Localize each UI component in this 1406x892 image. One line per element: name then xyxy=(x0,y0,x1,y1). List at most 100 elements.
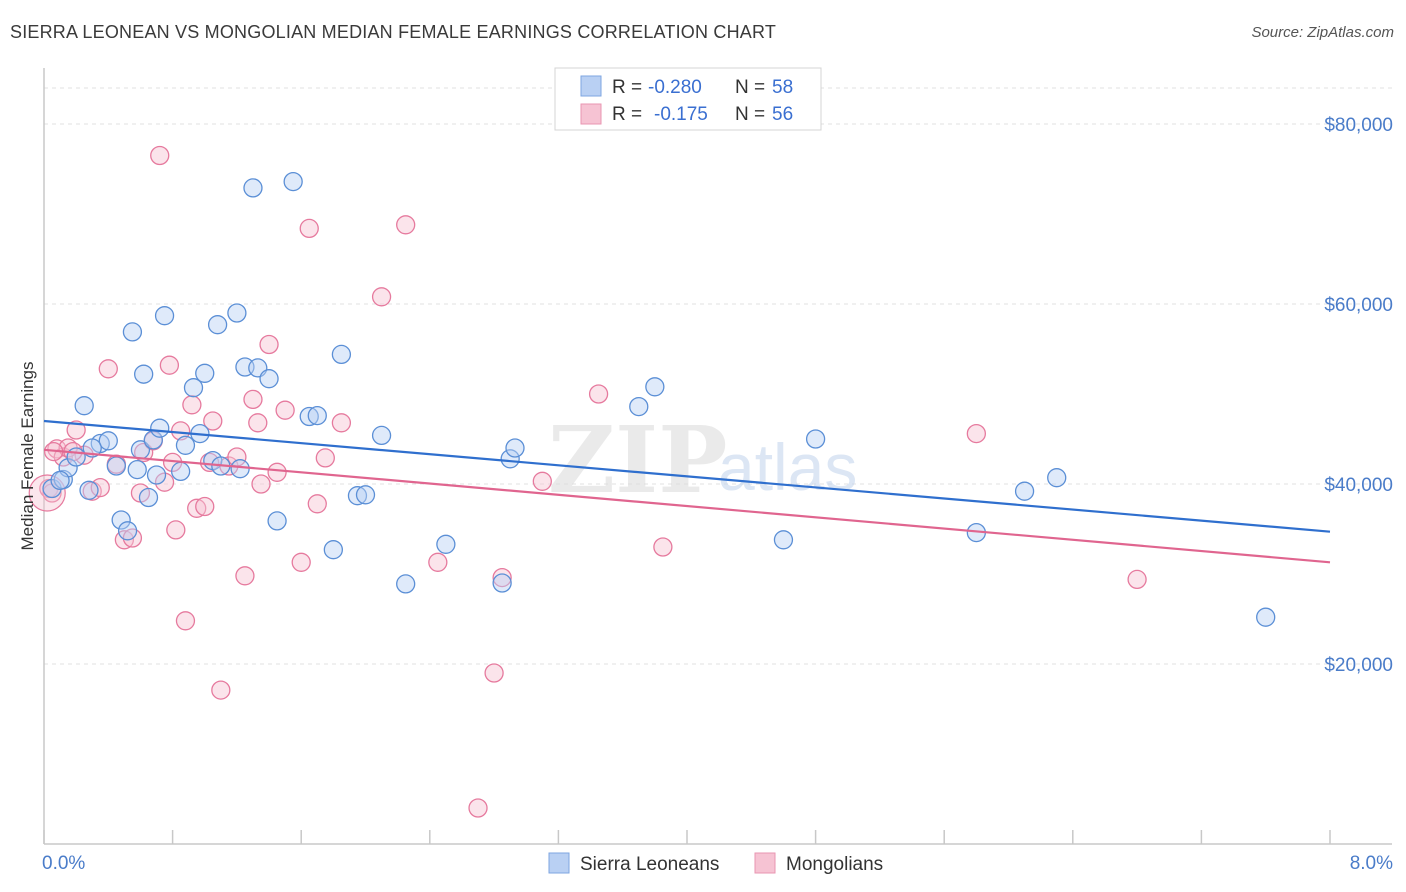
sierra-leoneans-points xyxy=(42,171,1276,627)
mongolian-point xyxy=(532,471,552,491)
sierra-leonean-point xyxy=(323,540,344,560)
sierra-leonean-point xyxy=(1014,481,1035,501)
source-credit: Source: ZipAtlas.com xyxy=(1251,24,1394,41)
y-tick-label: $80,000 xyxy=(1324,115,1393,136)
mongolian-point xyxy=(315,448,335,468)
sierra-leonean-point xyxy=(1047,468,1067,488)
sierra-leonean-point xyxy=(66,447,86,467)
mongolian-point xyxy=(235,566,255,586)
legend-n-label-2: N = xyxy=(735,104,765,125)
mongolian-point xyxy=(492,567,512,588)
legend-swatch-blue xyxy=(580,75,602,97)
sierra-leonean-point xyxy=(230,459,250,479)
legend-r-label-2: R = xyxy=(612,104,642,125)
watermark-atlas: atlas xyxy=(718,430,857,504)
mongolian-point xyxy=(211,680,231,700)
mongolian-point xyxy=(243,389,263,410)
mongolian-point xyxy=(175,611,196,631)
sierra-leonean-point xyxy=(183,378,204,398)
x-axis-ticks xyxy=(43,830,1331,844)
mongolian-point xyxy=(653,537,673,557)
sierra-leonean-point xyxy=(436,534,456,554)
mongolian-point xyxy=(484,663,504,683)
sierra-leonean-point xyxy=(505,438,525,458)
sierra-leonean-point xyxy=(347,486,368,506)
x-tick-label-max: 8.0% xyxy=(1350,853,1393,874)
legend-n-value-1: 58 xyxy=(772,77,793,98)
sierra-leonean-point xyxy=(117,521,138,541)
watermark-zip: ZIP xyxy=(548,406,727,514)
mongolian-point xyxy=(150,145,170,166)
sierra-leonean-point xyxy=(500,449,520,469)
sierra-leonean-point xyxy=(371,425,392,446)
sierra-leonean-point xyxy=(355,485,376,505)
sierra-leonean-point xyxy=(122,322,143,342)
sierra-leonean-point xyxy=(307,405,327,426)
mongolian-point xyxy=(187,498,207,518)
mongolian-point xyxy=(468,798,488,818)
series-legend-label-pink: Mongolians xyxy=(786,854,883,875)
mongolians-trend-line xyxy=(43,448,1331,564)
mongolian-point xyxy=(182,395,202,415)
sierra-leonean-point xyxy=(82,438,102,458)
sierra-leonean-point xyxy=(243,178,263,198)
mongolian-point xyxy=(154,472,175,492)
sierra-leonean-point xyxy=(492,573,512,593)
mongolian-point xyxy=(166,520,186,540)
sierra-leonean-point xyxy=(396,574,416,594)
y-axis-label: Median Female Earnings xyxy=(18,362,37,551)
mongolians-points xyxy=(28,145,1147,818)
sierra-leonean-point xyxy=(74,396,94,416)
y-tick-label: $60,000 xyxy=(1324,295,1393,316)
chart-title: SIERRA LEONEAN VS MONGOLIAN MEDIAN FEMAL… xyxy=(10,22,777,42)
sierra-leonean-point xyxy=(1256,607,1276,627)
sierra-leonean-point xyxy=(805,429,826,449)
mongolian-point xyxy=(291,552,311,572)
legend-r-label-1: R = xyxy=(612,77,642,98)
mongolian-point xyxy=(275,400,295,420)
sierra-leonean-point xyxy=(283,171,303,192)
sierra-leonean-point xyxy=(331,344,352,365)
mongolian-point xyxy=(331,413,352,433)
legend-n-value-2: 56 xyxy=(772,104,793,125)
sierra-leonean-point xyxy=(50,470,70,491)
mongolian-point xyxy=(251,474,271,494)
sierra-leonean-point xyxy=(138,487,159,508)
correlation-legend: R = -0.280 N = 58 R = -0.175 N = 56 xyxy=(554,67,822,131)
sierra-leonean-point xyxy=(267,511,287,531)
y-tick-labels: $20,000 $40,000 $60,000 $80,000 xyxy=(1324,115,1393,676)
sierra-leonean-point xyxy=(259,369,279,389)
y-tick-label: $40,000 xyxy=(1324,475,1393,496)
mongolian-point xyxy=(259,334,279,355)
sierra-leonean-point xyxy=(227,303,247,323)
mongolian-point xyxy=(1127,569,1147,590)
legend-r-value-1: -0.280 xyxy=(648,77,702,98)
sierra-leonean-point xyxy=(299,406,319,427)
mongolian-point xyxy=(195,496,215,517)
mongolian-point xyxy=(248,413,268,433)
sierra-leonean-point xyxy=(773,530,794,550)
sierra-leonean-point xyxy=(111,510,131,530)
sierra-leonean-point xyxy=(127,459,147,480)
sierra-leonean-point xyxy=(207,315,228,335)
mongolian-point xyxy=(267,462,287,482)
mongolian-point xyxy=(299,218,319,239)
mongolian-point xyxy=(371,287,392,307)
y-tick-label: $20,000 xyxy=(1324,655,1393,676)
trend-lines xyxy=(43,419,1331,564)
mongolian-point xyxy=(203,411,223,431)
series-legend: Sierra Leoneans Mongolians xyxy=(548,852,883,875)
sierra-leonean-point xyxy=(629,396,649,417)
sierra-leonean-point xyxy=(195,363,215,383)
x-tick-label-min: 0.0% xyxy=(42,853,85,874)
sierra-leonean-point xyxy=(150,418,170,438)
series-legend-swatch-pink xyxy=(754,852,776,874)
mongolian-point xyxy=(98,359,118,379)
sierra-leoneans-trend-line xyxy=(43,419,1331,533)
sierra-leonean-point xyxy=(175,435,196,455)
mongolian-point xyxy=(588,384,609,404)
legend-r-value-2: -0.175 xyxy=(654,104,708,125)
sierra-leonean-point xyxy=(154,306,175,326)
series-legend-swatch-blue xyxy=(548,852,570,874)
